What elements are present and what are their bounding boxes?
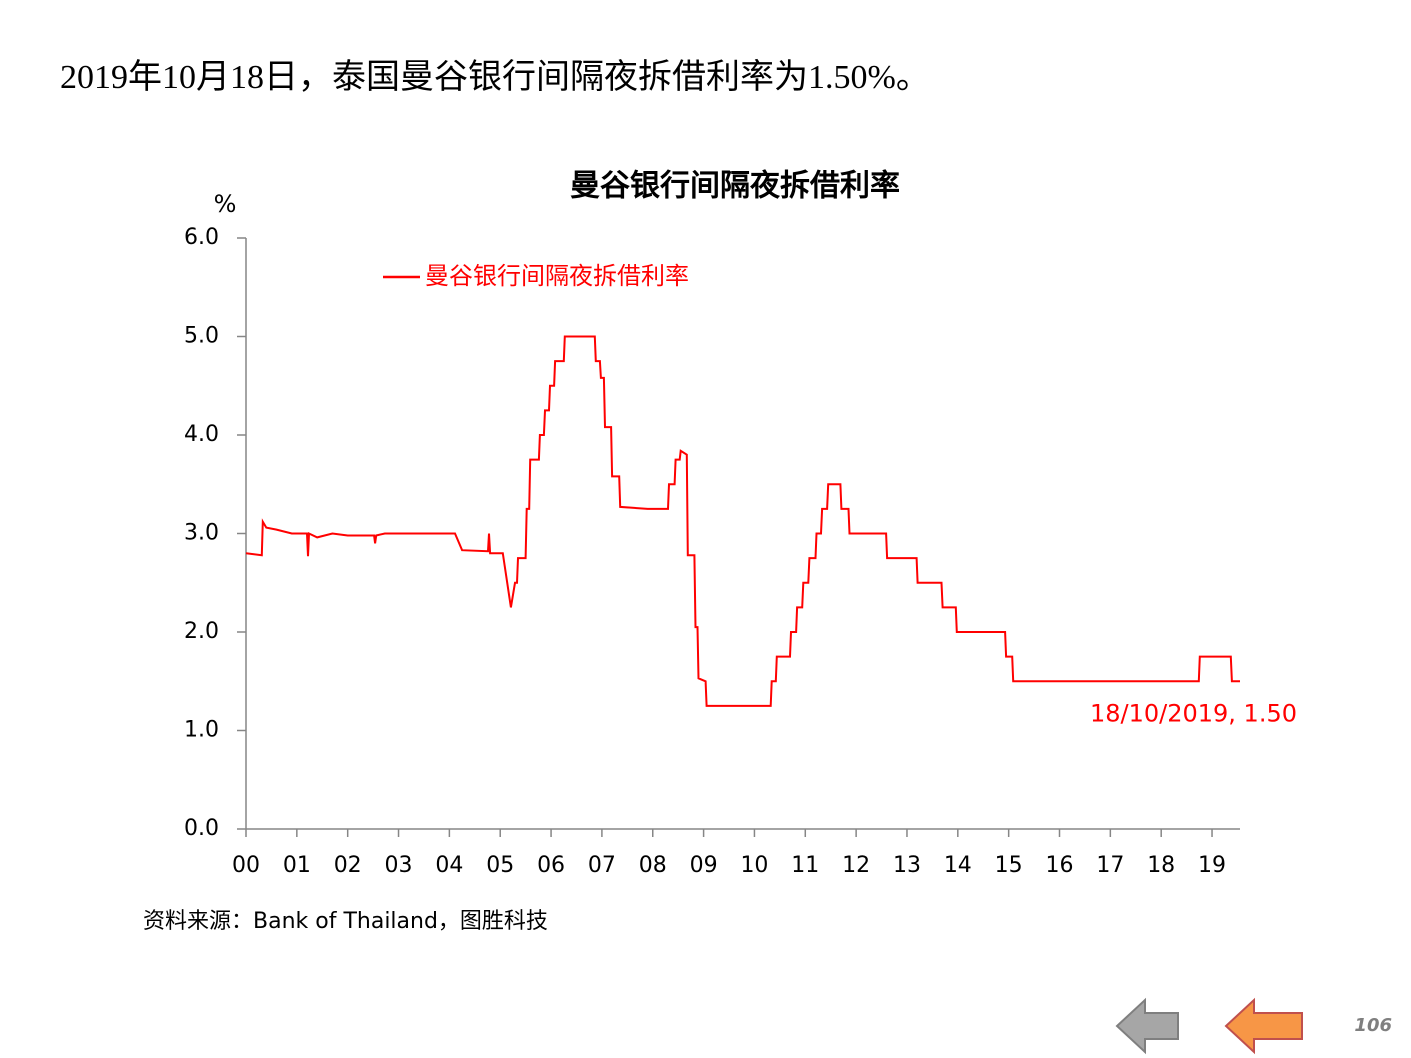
x-tick-label: 02 bbox=[334, 853, 362, 878]
chart-title: 曼谷银行间隔夜拆借利率 bbox=[570, 169, 900, 204]
y-unit: % bbox=[214, 190, 237, 218]
y-tick-label: 0.0 bbox=[184, 816, 219, 841]
y-tick-label: 5.0 bbox=[184, 324, 219, 349]
x-tick-label: 06 bbox=[537, 853, 565, 878]
legend-label: 曼谷银行间隔夜拆借利率 bbox=[425, 262, 689, 290]
line-series bbox=[245, 335, 1240, 707]
x-tick-label: 00 bbox=[232, 853, 260, 878]
x-tick-label: 17 bbox=[1096, 853, 1124, 878]
x-tick-label: 10 bbox=[740, 853, 768, 878]
prev-button[interactable] bbox=[1115, 997, 1179, 1055]
x-tick-label: 04 bbox=[435, 853, 463, 878]
y-tick-label: 6.0 bbox=[184, 225, 219, 250]
x-tick-label: 09 bbox=[690, 853, 718, 878]
y-tick-label: 2.0 bbox=[184, 619, 219, 644]
page-number: 106 bbox=[1354, 1015, 1392, 1036]
x-tick-label: 07 bbox=[588, 853, 616, 878]
source: 资料来源：Bank of Thailand，图胜科技 bbox=[143, 909, 548, 934]
annotation: 18/10/2019, 1.50 bbox=[1090, 699, 1297, 727]
x-tick-label: 18 bbox=[1147, 853, 1175, 878]
y-tick-label: 1.0 bbox=[184, 718, 219, 743]
x-tick-label: 03 bbox=[385, 853, 413, 878]
x-tick-label: 19 bbox=[1198, 853, 1226, 878]
x-tick-label: 08 bbox=[639, 853, 667, 878]
x-tick-label: 16 bbox=[1046, 853, 1074, 878]
x-tick-label: 15 bbox=[995, 853, 1023, 878]
y-tick-label: 4.0 bbox=[184, 422, 219, 447]
y-tick-label: 3.0 bbox=[184, 521, 219, 546]
x-tick-label: 01 bbox=[283, 853, 311, 878]
x-tick-label: 14 bbox=[944, 853, 972, 878]
x-tick-label: 05 bbox=[486, 853, 514, 878]
x-tick-label: 11 bbox=[791, 853, 819, 878]
x-tick-label: 12 bbox=[842, 853, 870, 878]
heading: 2019年10月18日，泰国曼谷银行间隔夜拆借利率为1.50%。 bbox=[60, 58, 930, 96]
x-tick-label: 13 bbox=[893, 853, 921, 878]
back-button[interactable] bbox=[1224, 997, 1303, 1055]
